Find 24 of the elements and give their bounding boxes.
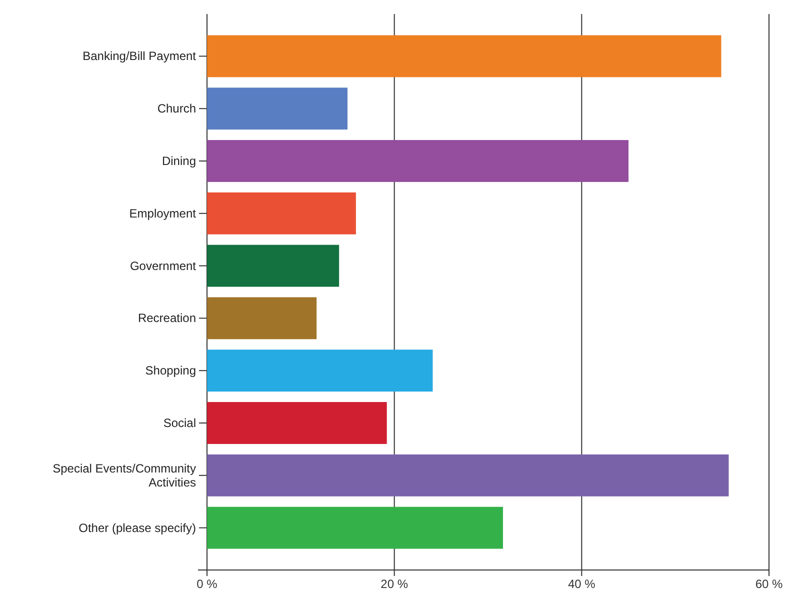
bar: [207, 35, 722, 78]
x-tick-label: 40 %: [568, 577, 596, 591]
bar: [207, 140, 628, 182]
x-tick-label: 60 %: [755, 577, 783, 591]
y-tick-label: Social: [163, 416, 196, 430]
y-tick-label: Employment: [129, 206, 197, 220]
bar: [207, 88, 348, 130]
y-tick-label: Shopping: [145, 364, 196, 378]
y-tick-label: Other (please specify): [78, 520, 196, 535]
bar: [207, 454, 729, 496]
y-tick-label: Government: [130, 258, 197, 273]
y-tick-label: Banking/Bill Payment: [82, 49, 197, 64]
bar: [207, 402, 387, 444]
x-tick-label: 0 %: [196, 577, 218, 591]
y-tick-label: Dining: [162, 154, 196, 168]
bar: [207, 506, 503, 549]
bar: [207, 350, 433, 392]
x-tick-label: 20 %: [380, 577, 408, 591]
bar: [207, 244, 340, 287]
bar: [207, 192, 356, 234]
bar: [207, 297, 317, 340]
y-tick-label: Church: [157, 102, 196, 116]
y-tick-label: Recreation: [138, 311, 196, 326]
y-tick-label: Special Events/Community Activities: [52, 461, 196, 490]
